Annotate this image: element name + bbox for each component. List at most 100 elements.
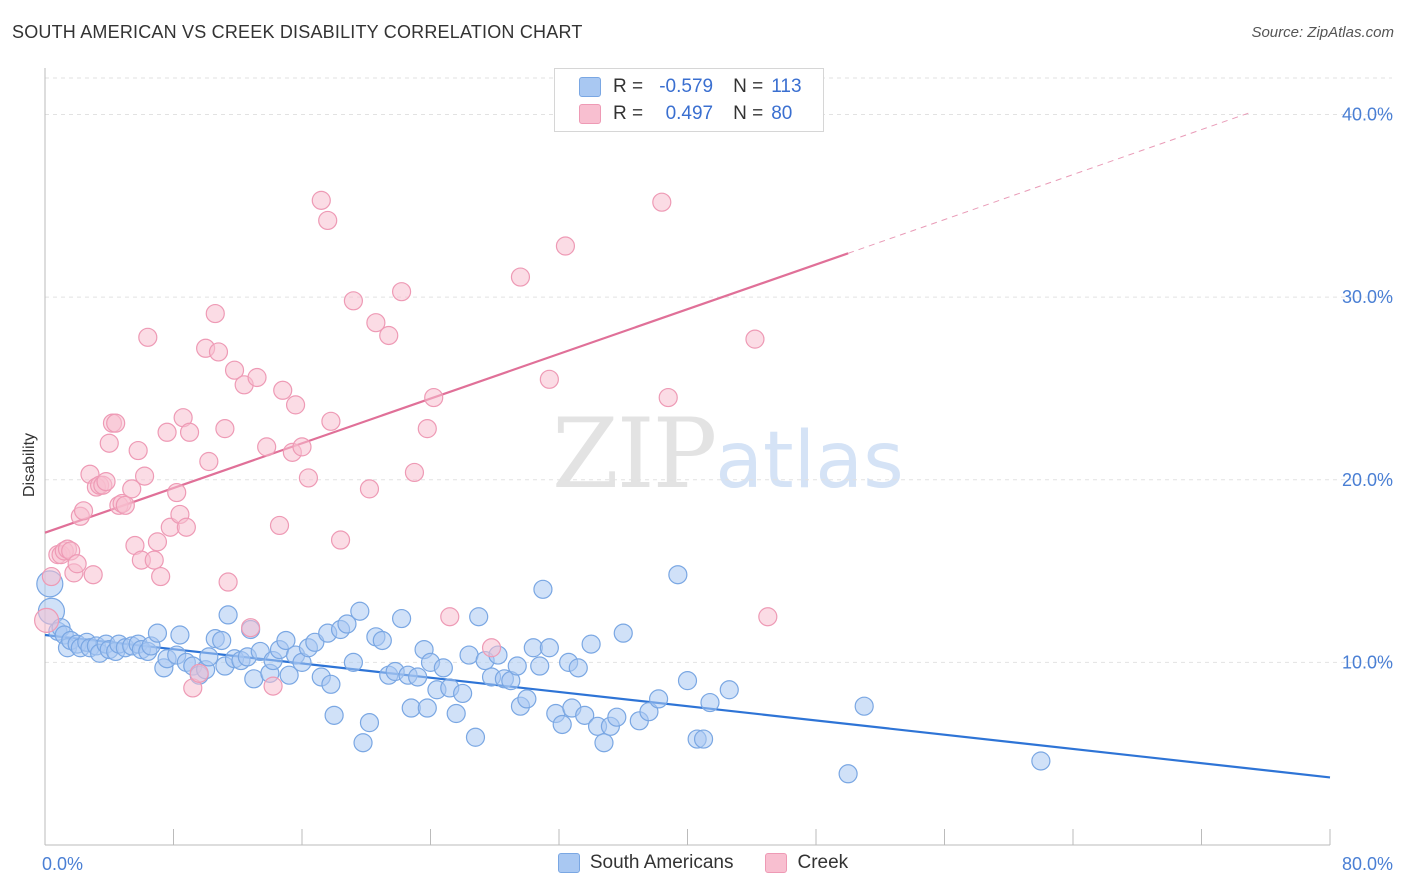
legend-item-creek[interactable]: Creek (765, 852, 848, 874)
south-americans-point (594, 733, 614, 753)
creek-point (758, 607, 778, 627)
south-americans-point (700, 692, 720, 713)
creek-point (215, 419, 235, 439)
creek-point (179, 422, 200, 442)
tick-labels: 10.0% 20.0% 30.0% 40.0% 0.0% 80.0% (42, 105, 1393, 874)
creek-point (417, 419, 437, 439)
r-label: R = (613, 76, 644, 97)
creek-point (167, 482, 187, 503)
creek-point (510, 267, 531, 287)
y-tick-label: 40.0% (1342, 105, 1393, 125)
creek-point (34, 607, 60, 633)
creek-point (189, 663, 209, 683)
creek-point (273, 380, 293, 400)
x-tick-label: 0.0% (42, 854, 83, 874)
legend-label: Creek (797, 852, 849, 873)
creek-point (41, 566, 62, 587)
south-americans-point (433, 658, 453, 678)
n-value: 80 (771, 103, 793, 124)
legend-row-south-americans: R = -0.579 N = 113 (579, 74, 802, 100)
correlation-legend: R = -0.579 N = 113 R = 0.497 N = 80 (554, 68, 824, 132)
creek-point (343, 291, 363, 311)
south-americans-point (446, 703, 466, 724)
creek-point (122, 479, 142, 499)
south-americans-point (575, 705, 595, 725)
south-americans-point (147, 623, 168, 643)
south-americans-point (170, 625, 190, 645)
y-tick-label: 20.0% (1342, 470, 1393, 490)
creek-trend-line (44, 252, 849, 534)
south-americans-point (244, 669, 264, 689)
south-americans-swatch (557, 853, 580, 873)
creek-point (199, 451, 219, 472)
creek-point (99, 433, 119, 453)
creek-point (379, 325, 399, 346)
creek-point (298, 468, 319, 488)
south-americans-point (607, 707, 627, 727)
south-americans-point (279, 665, 299, 685)
south-americans-point (459, 645, 479, 665)
south-americans-point (639, 702, 659, 722)
creek-point (144, 550, 164, 570)
south-americans-point (359, 713, 380, 733)
south-americans-point (507, 656, 527, 676)
creek-point (292, 437, 312, 457)
y-tick-label: 30.0% (1342, 287, 1393, 307)
south-americans-point (719, 680, 739, 700)
creek-trend-extension (847, 112, 1250, 254)
south-americans-point (517, 689, 537, 709)
south-americans-point (276, 630, 296, 651)
axes (44, 68, 1331, 846)
creek-point (96, 471, 116, 492)
creek-point (330, 530, 351, 550)
n-value: 113 (771, 76, 802, 97)
watermark-zip: ZIP (552, 398, 717, 510)
creek-point (481, 638, 502, 658)
creek-point (745, 329, 765, 349)
creek-point (652, 192, 672, 212)
south-americans-point (199, 647, 219, 667)
south-americans-point (453, 683, 473, 704)
south-americans-point (530, 656, 550, 676)
south-americans-swatch (579, 77, 601, 97)
creek-point (318, 210, 338, 231)
creek-point (366, 313, 386, 333)
creek-point (115, 495, 135, 515)
creek-point (658, 387, 678, 408)
creek-swatch (579, 104, 601, 124)
south-americans-point (469, 607, 489, 627)
y-axis-title: Disability (21, 433, 38, 497)
creek-swatch (765, 853, 788, 873)
south-americans-point (838, 764, 858, 784)
x-tick-label: 80.0% (1342, 854, 1393, 874)
creek-point (424, 387, 444, 408)
watermark: ZIPatlas (552, 398, 904, 510)
legend-item-south-americans[interactable]: South Americans (557, 852, 733, 874)
creek-point (134, 466, 155, 486)
creek-point (263, 676, 283, 696)
south-americans-point (417, 698, 437, 718)
creek-point (147, 532, 168, 552)
creek-point (440, 607, 460, 627)
creek-point (269, 515, 290, 536)
r-value: 0.497 (665, 103, 714, 124)
south-americans-point (218, 605, 238, 625)
y-tick-label: 10.0% (1342, 652, 1393, 672)
south-americans-point (350, 601, 370, 621)
south-americans-point (552, 714, 572, 735)
creek-point (321, 411, 341, 431)
south-americans-point (648, 689, 669, 709)
south-americans-point (324, 705, 344, 725)
source-label: Source: ZipAtlas.com (1251, 24, 1394, 41)
south-americans-point (343, 652, 363, 672)
south-americans-point (1031, 751, 1051, 771)
south-americans-point (465, 727, 486, 747)
south-americans-point (372, 630, 392, 651)
creek-point (73, 501, 94, 521)
south-americans-point (613, 623, 633, 643)
creek-point (404, 462, 425, 483)
south-americans-point (321, 674, 341, 694)
creek-point (176, 517, 196, 537)
creek-point (391, 282, 412, 302)
creek-point (106, 413, 126, 433)
